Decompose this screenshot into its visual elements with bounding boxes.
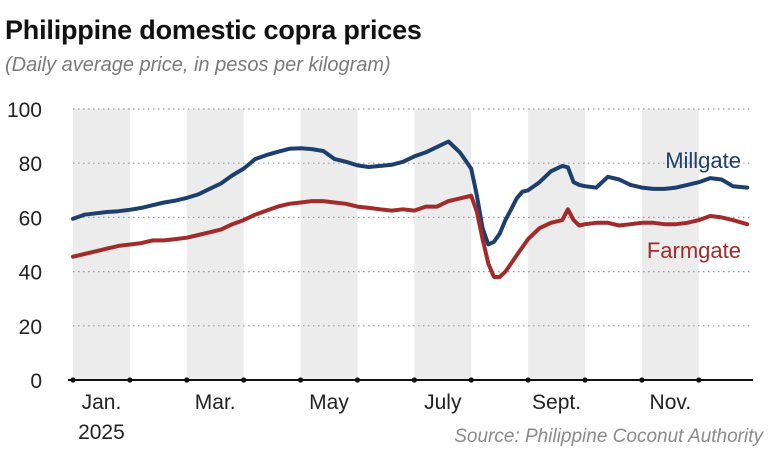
- month-band: [641, 109, 699, 380]
- month-bands: [73, 109, 699, 380]
- x-tick-mark: [525, 377, 531, 383]
- x-tick-mark: [639, 377, 645, 383]
- series-label-farmgate: Farmgate: [647, 238, 741, 263]
- chart-subtitle: (Daily average price, in pesos per kilog…: [5, 54, 391, 76]
- series-label-millgate: Millgate: [665, 148, 741, 173]
- month-band: [528, 109, 586, 380]
- x-tick-mark: [468, 377, 474, 383]
- x-tick-label: Sept.: [532, 391, 581, 414]
- series-labels: Millgate Farmgate: [647, 148, 741, 263]
- series-line-farmgate: [71, 193, 750, 279]
- y-tick-label: 0: [30, 370, 42, 393]
- x-tick-mark: [582, 377, 588, 383]
- chart-title: Philippine domestic copra prices: [5, 15, 422, 45]
- x-tick-label: Nov.: [650, 391, 692, 414]
- x-axis: Jan. 2025 Mar. May July Sept. Nov.: [68, 377, 753, 444]
- y-tick-label: 100: [7, 99, 42, 122]
- x-tick-label: Jan.: [82, 391, 122, 414]
- y-axis: 0 20 40 60 80 100: [7, 99, 42, 393]
- x-tick-mark: [297, 377, 304, 383]
- x-tick-label: Mar.: [195, 391, 236, 414]
- x-tick-sublabel: 2025: [78, 421, 125, 444]
- month-band: [414, 109, 472, 380]
- x-tick-mark: [127, 377, 133, 383]
- month-band: [186, 109, 244, 380]
- source-note: Source: Philippine Coconut Authority: [454, 426, 763, 447]
- y-tick-label: 20: [19, 316, 42, 339]
- x-tick-mark: [241, 377, 247, 383]
- x-tick-label: May: [309, 391, 349, 414]
- y-tick-label: 40: [19, 262, 42, 285]
- x-tick-label: July: [424, 391, 462, 414]
- x-tick-mark: [184, 377, 190, 383]
- y-tick-label: 60: [19, 207, 42, 230]
- series-line-millgate: [71, 139, 750, 247]
- series-lines: [71, 139, 750, 279]
- x-tick-mark: [411, 377, 417, 383]
- x-tick-mark: [354, 377, 361, 383]
- x-tick-mark: [696, 377, 702, 383]
- x-tick-mark: [70, 377, 76, 383]
- y-tick-label: 80: [19, 153, 42, 176]
